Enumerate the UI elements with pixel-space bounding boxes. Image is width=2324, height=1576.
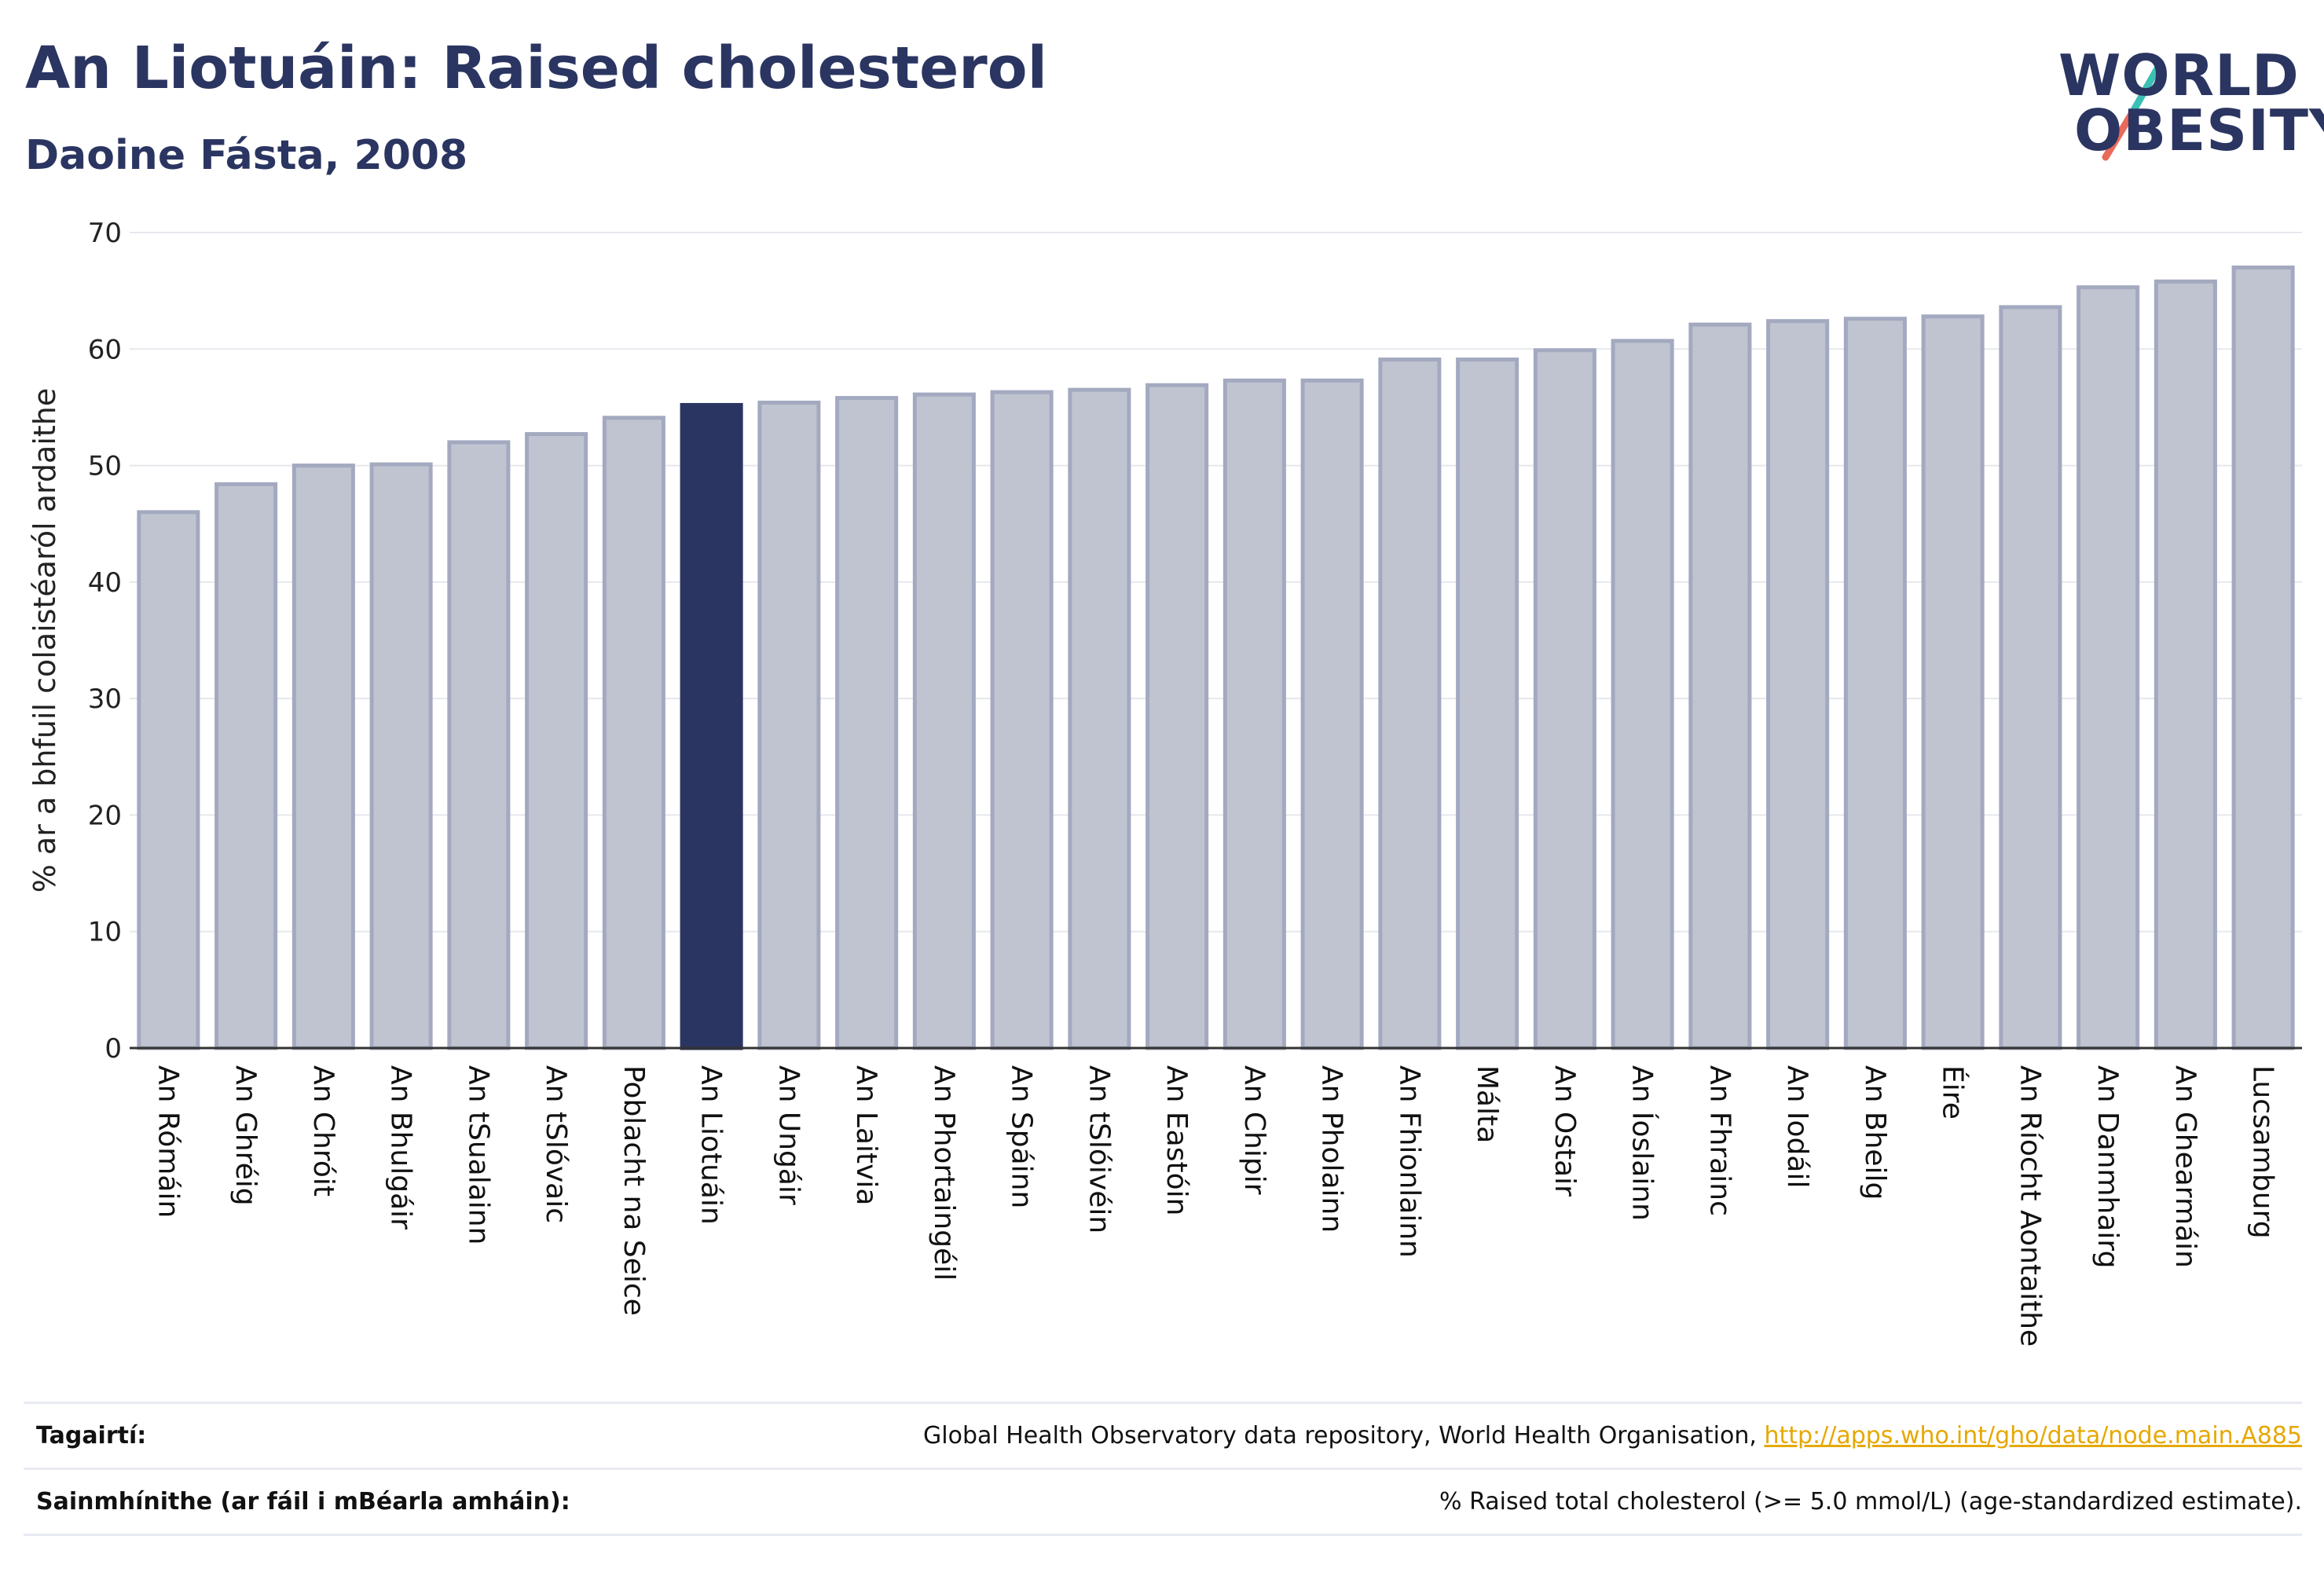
x-tick-label: An Ríocht Aontaithe	[2014, 1065, 2046, 1347]
x-tick-label: An Eastóin	[1160, 1065, 1193, 1215]
bar	[757, 400, 821, 1050]
logo-line-2: OBESITY	[2074, 97, 2324, 163]
x-tick-label: An Chróit	[307, 1065, 339, 1197]
bar	[137, 510, 200, 1050]
x-tick-label: An Ghréig	[229, 1065, 262, 1206]
x-tick-label: An tSlóivéin	[1083, 1065, 1115, 1233]
logo-line-1: WORLD	[2058, 42, 2300, 108]
x-tick-label: Éire	[1937, 1065, 1970, 1120]
x-tick-label: Málta	[1471, 1065, 1503, 1143]
x-tick-label: Lucsamburg	[2247, 1065, 2279, 1239]
logo-slash-icon	[2102, 59, 2165, 161]
x-tick-label: An Ostair	[1549, 1065, 1581, 1197]
x-tick-label: An Chipir	[1238, 1065, 1270, 1195]
bar	[1611, 339, 1674, 1050]
bar	[1068, 387, 1131, 1050]
bar	[912, 392, 976, 1050]
footer-divider	[24, 1402, 2302, 1404]
footer-divider	[24, 1468, 2302, 1470]
bar	[2154, 279, 2217, 1050]
x-tick-label: An Ghearmáin	[2169, 1065, 2201, 1268]
x-tick-label: An Bheilg	[1859, 1065, 1891, 1200]
bar	[1688, 322, 1752, 1050]
bar	[2231, 265, 2295, 1050]
y-tick-label: 60	[88, 334, 122, 365]
y-tick-label: 70	[88, 218, 122, 249]
bar	[680, 402, 743, 1050]
bar	[835, 396, 899, 1050]
bar	[1999, 305, 2062, 1050]
bar	[214, 482, 278, 1050]
definitions-row: Sainmhínithe (ar fáil i mBéarla amháin):…	[24, 1471, 2302, 1534]
bar	[525, 432, 588, 1050]
bar	[1456, 357, 1519, 1050]
y-tick-label: 0	[104, 1033, 122, 1065]
y-axis-label: % ar a bhfuil colaistéaról ardaithe	[27, 388, 62, 893]
references-label: Tagairtí:	[36, 1422, 147, 1450]
x-tick-label: An Phortaingéil	[928, 1065, 960, 1281]
bar	[1146, 383, 1209, 1050]
bar	[1300, 378, 1364, 1050]
bar	[1766, 319, 1830, 1050]
x-tick-label: An Rómáin	[152, 1065, 184, 1218]
world-obesity-logo: WORLD OBESITY	[2043, 31, 2324, 173]
x-tick-label: An Laitvia	[850, 1065, 882, 1206]
y-tick-label: 20	[88, 800, 122, 831]
references-text: Global Health Observatory data repositor…	[923, 1422, 1765, 1450]
references-link[interactable]: http://apps.who.int/gho/data/node.main.A…	[1764, 1422, 2302, 1450]
chart-title: An Liotuáin: Raised cholesterol	[25, 35, 1047, 102]
x-tick-label: An Fhrainc	[1703, 1065, 1736, 1216]
x-tick-label: An Spáinn	[1006, 1065, 1038, 1208]
chart-subtitle: Daoine Fásta, 2008	[25, 132, 468, 179]
x-tick-label: An tSlóvaic	[540, 1065, 572, 1223]
x-tick-label: An Liotuáin	[695, 1065, 728, 1225]
footer-divider	[24, 1534, 2302, 1536]
definitions-value: % Raised total cholesterol (>= 5.0 mmol/…	[1439, 1488, 2302, 1516]
references-row: Tagairtí: Global Health Observatory data…	[24, 1405, 2302, 1468]
bar	[1222, 378, 1286, 1050]
bar	[369, 462, 433, 1050]
bar	[602, 416, 665, 1050]
x-tick-label: An Iodáil	[1781, 1065, 1813, 1188]
x-tick-label: An tSualainn	[462, 1065, 494, 1244]
y-tick-label: 10	[88, 917, 122, 948]
bar	[2077, 285, 2140, 1050]
x-tick-label: An Íoslainn	[1626, 1065, 1659, 1221]
references-value: Global Health Observatory data repositor…	[923, 1422, 2302, 1450]
y-tick-label: 30	[88, 684, 122, 715]
x-tick-label: An Pholainn	[1316, 1065, 1348, 1233]
bar	[1378, 357, 1442, 1050]
x-tick-label: An Fhionlainn	[1393, 1065, 1425, 1258]
definitions-label: Sainmhínithe (ar fáil i mBéarla amháin):	[36, 1488, 570, 1516]
bar	[447, 440, 511, 1050]
y-tick-label: 40	[88, 567, 122, 599]
x-tick-label: An Bhulgáir	[385, 1065, 417, 1230]
x-tick-label: An Ungáir	[772, 1065, 805, 1205]
bar	[291, 464, 355, 1050]
bar	[1921, 314, 1985, 1050]
bar	[1533, 348, 1596, 1050]
x-tick-label: An Danmhairg	[2091, 1065, 2124, 1268]
bar	[990, 390, 1054, 1050]
y-tick-label: 50	[88, 451, 122, 482]
x-tick-label: Poblacht na Seice	[618, 1065, 650, 1316]
bar-chart: 0 10 20 30 40 50 60 70 % ar a bhfuil colaistéaró…	[27, 218, 2302, 1347]
bar	[1843, 317, 1907, 1050]
